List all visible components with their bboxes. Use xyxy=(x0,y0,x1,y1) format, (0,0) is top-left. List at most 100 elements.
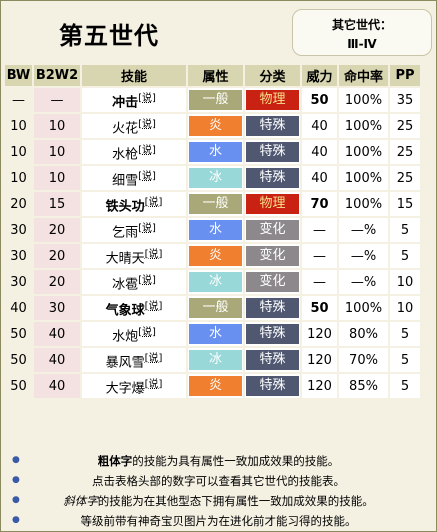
move-name-link[interactable]: 冲击 xyxy=(112,95,139,111)
cell-move: 大字爆[说] xyxy=(82,374,186,398)
col-accuracy: 命中率 xyxy=(339,65,388,86)
move-name-link[interactable]: 水枪 xyxy=(112,147,139,163)
col-move: 技能 xyxy=(82,65,186,86)
other-generations-link[interactable]: Ⅲ-Ⅳ xyxy=(347,37,377,51)
move-ref-link[interactable]: [说] xyxy=(138,119,156,131)
move-ref-link[interactable]: [说] xyxy=(144,197,163,209)
cell-accuracy: 100% xyxy=(339,192,388,216)
cell-b2w2-level: 20 xyxy=(34,270,80,294)
move-name-link[interactable]: 火花 xyxy=(112,121,139,137)
cell-accuracy: —% xyxy=(339,270,388,294)
type-badge[interactable]: 水 xyxy=(189,324,242,344)
cell-move: 乞雨[说] xyxy=(82,218,186,242)
cell-b2w2-level: 10 xyxy=(34,140,80,164)
category-badge[interactable]: 变化 xyxy=(246,246,299,266)
table-row: 50 40 暴风雪[说] 冰特殊 120 70% 5 xyxy=(5,348,420,372)
type-badge[interactable]: 冰 xyxy=(189,168,242,188)
cell-type: 冰 xyxy=(188,348,243,372)
cell-accuracy: —% xyxy=(339,218,388,242)
move-name-link[interactable]: 暴风雪 xyxy=(105,355,145,371)
table-row: 20 15 铁头功[说] 一般 物理 70 100% 15 xyxy=(5,192,420,216)
category-badge[interactable]: 特殊 xyxy=(246,324,299,344)
category-badge[interactable]: 特殊 xyxy=(246,350,299,370)
category-badge[interactable]: 特殊 xyxy=(246,168,299,188)
cell-power: 120 xyxy=(302,348,337,372)
type-badge[interactable]: 一般 xyxy=(189,90,242,110)
type-badge[interactable]: 冰 xyxy=(189,350,242,370)
cell-power: 40 xyxy=(302,114,337,138)
cell-category: 特殊 xyxy=(245,374,300,398)
move-name-link[interactable]: 细雪 xyxy=(112,173,139,189)
cell-bw-level: 50 xyxy=(5,348,32,372)
type-badge[interactable]: 水 xyxy=(189,142,242,162)
move-name-link[interactable]: 大字爆 xyxy=(105,381,145,397)
move-name-link[interactable]: 大晴天 xyxy=(105,251,145,267)
cell-category: 物理 xyxy=(245,88,300,112)
table-row: 30 20 冰雹[说] 冰变化 — —% 10 xyxy=(5,270,420,294)
cell-b2w2-level: 20 xyxy=(34,218,80,242)
cell-move: 细雪[说] xyxy=(82,166,186,190)
category-badge[interactable]: 变化 xyxy=(246,272,299,292)
category-badge[interactable]: 特殊 xyxy=(246,298,299,318)
move-ref-link[interactable]: [说] xyxy=(138,171,156,183)
move-ref-link[interactable]: [说] xyxy=(144,379,163,391)
move-name-link[interactable]: 冰雹 xyxy=(112,277,139,293)
type-badge[interactable]: 炎 xyxy=(189,246,242,266)
move-ref-link[interactable]: [说] xyxy=(144,249,163,261)
type-badge[interactable]: 炎 xyxy=(189,116,242,136)
cell-pp: 25 xyxy=(390,114,420,138)
type-badge[interactable]: 水 xyxy=(189,220,242,240)
move-name-link[interactable]: 乞雨 xyxy=(112,225,139,241)
cell-type: 冰 xyxy=(188,166,243,190)
note-text: 粗体字的技能为具有属性一致加成效果的技能。 xyxy=(97,454,340,468)
cell-pp: 5 xyxy=(390,348,420,372)
cell-accuracy: 85% xyxy=(339,374,388,398)
cell-pp: 35 xyxy=(390,88,420,112)
cell-pp: 5 xyxy=(390,374,420,398)
cell-power: — xyxy=(302,270,337,294)
move-name-link[interactable]: 气象球 xyxy=(105,303,145,319)
cell-move: 大晴天[说] xyxy=(82,244,186,268)
cell-b2w2-level: 10 xyxy=(34,114,80,138)
cell-move: 水炮[说] xyxy=(82,322,186,346)
move-ref-link[interactable]: [说] xyxy=(144,353,163,365)
type-badge[interactable]: 炎 xyxy=(189,376,242,396)
move-ref-link[interactable]: [说] xyxy=(138,327,156,339)
cell-b2w2-level: 40 xyxy=(34,348,80,372)
category-badge[interactable]: 特殊 xyxy=(246,116,299,136)
bullet-icon: ● xyxy=(12,515,20,525)
note-text: 斜体字的技能为在其他型态下拥有属性一致加成效果的技能。 xyxy=(63,494,374,508)
category-badge[interactable]: 变化 xyxy=(246,220,299,240)
move-ref-link[interactable]: [说] xyxy=(144,301,163,313)
col-b2w2[interactable]: B2W2 xyxy=(34,65,80,86)
move-ref-link[interactable]: [说] xyxy=(138,275,156,287)
move-ref-link[interactable]: [说] xyxy=(138,223,156,235)
cell-category: 变化 xyxy=(245,244,300,268)
note-text: 点击表格头部的数字可以查看其它世代的技能表。 xyxy=(92,474,345,488)
category-badge[interactable]: 物理 xyxy=(246,90,299,110)
cell-power: 40 xyxy=(302,140,337,164)
cell-move: 冲击[说] xyxy=(82,88,186,112)
cell-category: 特殊 xyxy=(245,348,300,372)
type-badge[interactable]: 一般 xyxy=(189,298,242,318)
move-ref-link[interactable]: [说] xyxy=(138,145,156,157)
category-badge[interactable]: 物理 xyxy=(246,194,299,214)
cell-type: 水 xyxy=(188,322,243,346)
cell-bw-level: 20 xyxy=(5,192,32,216)
table-row: 50 40 水炮[说] 水特殊 120 80% 5 xyxy=(5,322,420,346)
cell-power: 120 xyxy=(302,374,337,398)
category-badge[interactable]: 特殊 xyxy=(246,142,299,162)
cell-power: 40 xyxy=(302,166,337,190)
cell-move: 冰雹[说] xyxy=(82,270,186,294)
type-badge[interactable]: 一般 xyxy=(189,194,242,214)
col-bw[interactable]: BW xyxy=(5,65,32,86)
move-ref-link[interactable]: [说] xyxy=(138,93,156,105)
type-badge[interactable]: 冰 xyxy=(189,272,242,292)
cell-move: 气象球[说] xyxy=(82,296,186,320)
category-badge[interactable]: 特殊 xyxy=(246,376,299,396)
cell-accuracy: 100% xyxy=(339,88,388,112)
move-name-link[interactable]: 水炮 xyxy=(112,329,139,345)
cell-pp: 5 xyxy=(390,322,420,346)
move-name-link[interactable]: 铁头功 xyxy=(105,199,145,215)
cell-bw-level: 10 xyxy=(5,140,32,164)
